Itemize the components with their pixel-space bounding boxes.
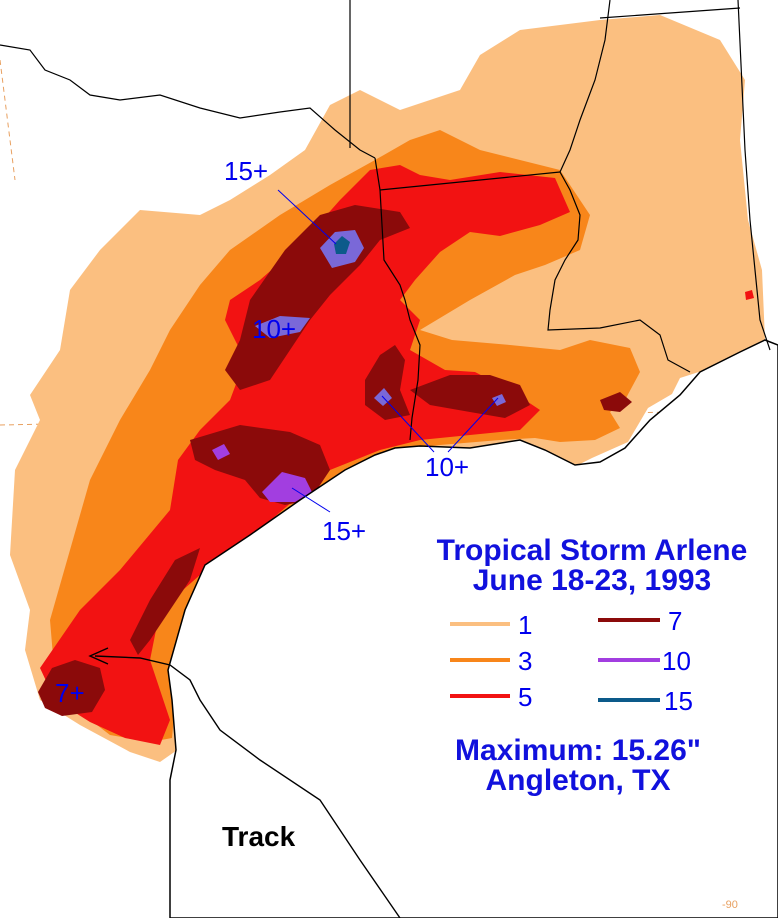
legend: 1 3 5 7 10 15 [450,606,693,716]
state-boundaries [0,0,771,441]
contour-7-central [365,345,410,420]
arkansas-north [599,7,741,19]
arkansas-louisiana-border [379,171,561,191]
contour-small-spot [745,290,754,300]
storm-track [88,647,401,918]
contour-7-east [410,375,530,418]
annotation-10-mid: 10+ [252,314,296,344]
longitude-label: -90 [722,899,738,911]
contour-7-south [38,660,105,716]
rainfall-contours [10,15,765,762]
map-title: Tropical Storm Arlene [437,534,748,567]
contour-10-mid [255,316,310,338]
mississippi-river [547,171,691,373]
contour-10-west [212,444,230,460]
annotation-10-east: 10+ [425,452,469,482]
contour-7-north [225,205,410,390]
annotation-7-south: 7+ [55,678,85,708]
maximum-value: Maximum: 15.26" [455,734,701,767]
legend-label-3: 3 [518,646,532,676]
contour-7-strip [130,548,200,655]
track-label: Track [222,821,296,852]
contour-7-louisiana [600,392,632,412]
legend-label-5: 5 [518,682,532,712]
arkansas-texas-border [374,157,421,441]
contour-10-coast [262,472,312,502]
legend-label-10: 10 [662,646,691,676]
contour-10-east [492,394,506,406]
oklahoma-texas-border [0,44,376,159]
map-dates: June 18-23, 1993 [473,564,712,597]
annotation-15-coast: 15+ [322,516,366,546]
gulf-of-mexico [167,339,778,918]
legend-label-1: 1 [518,610,532,640]
legend-label-7: 7 [668,606,682,636]
annotation-15-north: 15+ [224,156,268,186]
maximum-location: Angleton, TX [486,764,671,797]
annotation-arrows [277,189,499,513]
mississippi-alabama-border [559,0,611,173]
alabama-border [737,0,771,351]
legend-label-15: 15 [664,686,693,716]
contour-15 [334,236,350,254]
